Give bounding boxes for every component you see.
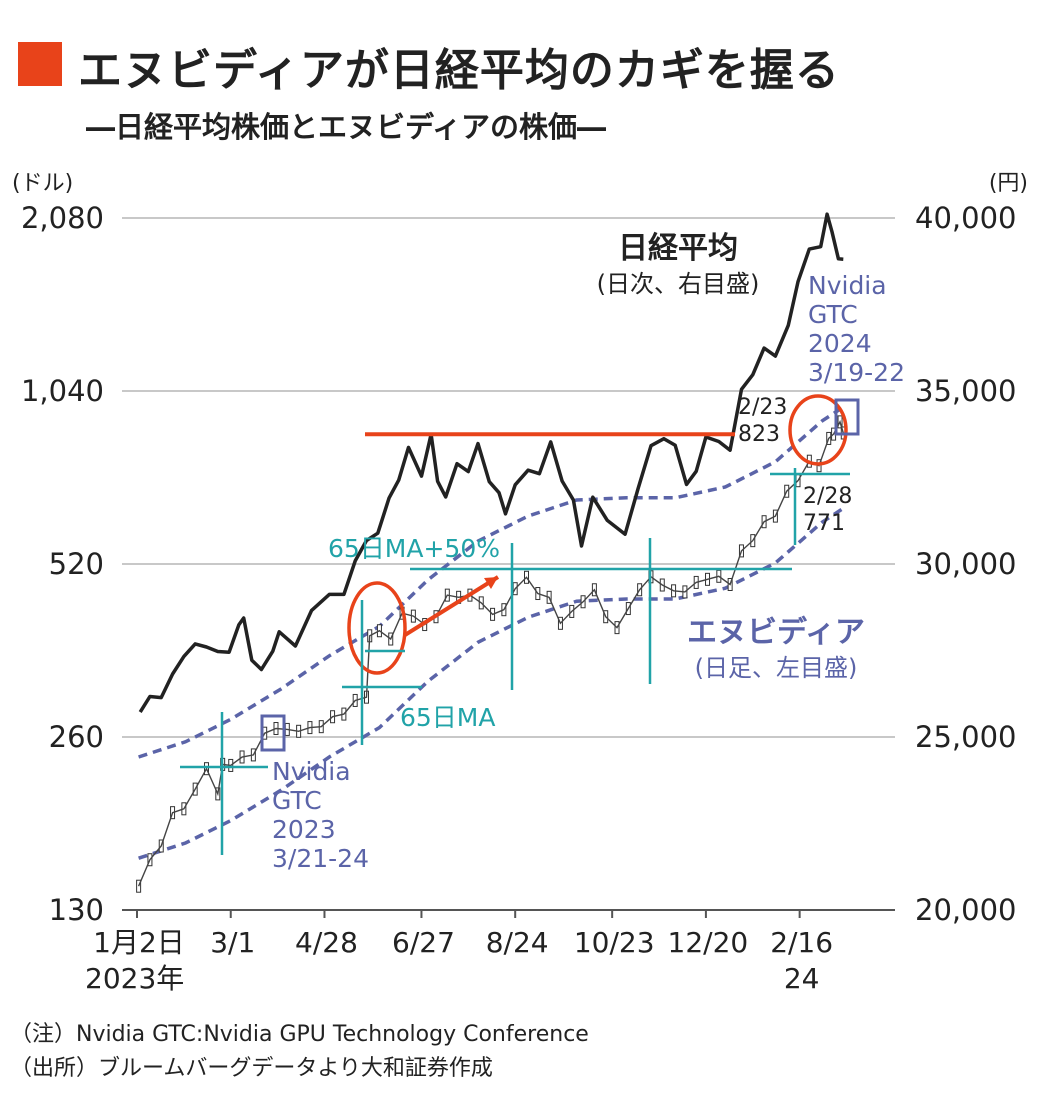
ma-band-line bbox=[138, 506, 845, 860]
gtc-2024-label: 3/19-22 bbox=[808, 358, 905, 387]
x-tick-label: 8/24 bbox=[486, 926, 549, 959]
chart-labels: 日経平均(日次、右目盛)エヌビディア(日足、左目盛)NvidiaGTC20233… bbox=[272, 231, 905, 873]
point-0228-label: 2/28 bbox=[803, 484, 852, 509]
x-tick-label: 3/1 bbox=[210, 926, 255, 959]
left-tick-label: 520 bbox=[49, 547, 104, 581]
nikkei-series-note: (日次、右目盛) bbox=[597, 270, 760, 298]
left-tick-label: 2,080 bbox=[21, 201, 104, 235]
highlight-circle bbox=[788, 394, 848, 466]
left-tick-label: 130 bbox=[49, 893, 104, 927]
source-note: （出所）ブルームバーグデータより大和証券作成 bbox=[10, 1056, 493, 1081]
x-tick-label: 10/23 bbox=[574, 926, 655, 959]
gtc-2023-label: 3/21-24 bbox=[272, 844, 369, 873]
nikkei-series-label: 日経平均 bbox=[618, 231, 738, 266]
nvidia-series-note: (日足、左目盛) bbox=[695, 654, 858, 682]
nvidia-price-line bbox=[137, 420, 844, 887]
gtc-2024-label: Nvidia bbox=[808, 271, 887, 300]
chart-subtitle: ―日経平均株価とエヌビディアの株価― bbox=[86, 110, 606, 144]
title-marker bbox=[18, 42, 62, 86]
x-tick-sublabel: 24 bbox=[784, 962, 820, 995]
point-0223-label: 823 bbox=[738, 422, 780, 447]
gtc-marker bbox=[834, 398, 860, 436]
highlight-circle bbox=[347, 581, 407, 675]
left-axis-unit: (ドル) bbox=[12, 171, 73, 196]
x-tick-label: 4/28 bbox=[295, 926, 358, 959]
x-tick-label: 1月2日 bbox=[93, 926, 185, 959]
x-tick-label: 12/20 bbox=[668, 926, 749, 959]
point-0223-label: 2/23 bbox=[738, 395, 787, 420]
right-tick-label: 35,000 bbox=[915, 374, 1016, 408]
left-tick-label: 260 bbox=[49, 720, 104, 754]
nikkei-line bbox=[138, 212, 844, 714]
gridlines bbox=[122, 217, 895, 738]
nvidia-series-label: エヌビディア bbox=[687, 615, 865, 650]
chart-canvas: 130 260 520 1,040 2,080 20,000 25,000 30,000 35,… bbox=[12, 171, 1028, 995]
trend-arrow bbox=[403, 575, 500, 637]
ma65-plus-label: 65日MA+50% bbox=[328, 534, 500, 563]
trend-arrowhead bbox=[484, 577, 498, 589]
gtc-2023-label: GTC bbox=[272, 786, 322, 815]
gtc-2023-label: 2023 bbox=[272, 815, 336, 844]
right-axis-unit: (円) bbox=[989, 171, 1028, 196]
right-tick-label: 20,000 bbox=[915, 893, 1016, 927]
gtc-2023-label: Nvidia bbox=[272, 757, 351, 786]
right-tick-label: 40,000 bbox=[915, 201, 1016, 235]
chart-title: エヌビディアが日経平均のカギを握る bbox=[78, 45, 840, 96]
ma65-label: 65日MA bbox=[400, 703, 495, 732]
price-lines bbox=[136, 212, 846, 893]
analysis-overlays bbox=[180, 394, 860, 855]
footnote: （注）Nvidia GTC:Nvidia GPU Technology Conf… bbox=[10, 1022, 589, 1047]
moving-average-lines bbox=[138, 405, 845, 860]
gtc-2024-label: 2024 bbox=[808, 329, 872, 358]
right-tick-label: 30,000 bbox=[915, 547, 1016, 581]
gtc-2024-label: GTC bbox=[808, 300, 858, 329]
right-tick-label: 25,000 bbox=[915, 720, 1016, 754]
gtc-marker bbox=[260, 714, 286, 752]
axes: 130 260 520 1,040 2,080 20,000 25,000 30,000 35,… bbox=[12, 171, 1028, 995]
point-0228-label: 771 bbox=[803, 511, 845, 536]
x-tick-sublabel: 2023年 bbox=[85, 962, 184, 995]
ma-band-line bbox=[138, 405, 845, 759]
left-tick-label: 1,040 bbox=[21, 374, 104, 408]
x-tick-label: 6/27 bbox=[392, 926, 455, 959]
nvidia-candle bbox=[136, 879, 142, 893]
x-tick-label: 2/16 bbox=[770, 926, 833, 959]
